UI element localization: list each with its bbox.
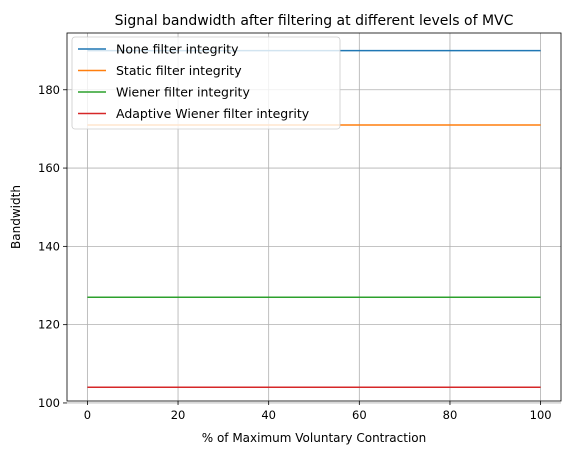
x-tick-label: 40 <box>261 408 276 422</box>
x-tick-label: 20 <box>171 408 186 422</box>
legend-label: Adaptive Wiener filter integrity <box>116 106 310 121</box>
plot-area-frame <box>66 32 562 402</box>
legend-box <box>71 36 341 130</box>
x-tick-label: 0 <box>84 408 91 422</box>
x-tick-label: 80 <box>443 408 458 422</box>
y-axis-label: Bandwidth <box>9 185 23 249</box>
x-tick-label: 60 <box>352 408 367 422</box>
chart-title: Signal bandwidth after filtering at diff… <box>115 13 514 29</box>
y-tick-label: 120 <box>38 318 60 332</box>
x-tick-label: 100 <box>530 408 552 422</box>
y-tick-label: 160 <box>38 161 60 175</box>
legend-label: Wiener filter integrity <box>116 85 250 100</box>
axis-ticks: 0 20 40 60 80 100 100 120 140 160 180 <box>38 83 552 422</box>
legend: None filter integrity Static filter integ… <box>71 36 341 130</box>
y-tick-label: 140 <box>38 239 60 253</box>
x-axis-label: % of Maximum Voluntary Contraction <box>202 431 427 445</box>
y-tick-label: 100 <box>38 396 60 410</box>
legend-label: Static filter integrity <box>116 63 242 78</box>
legend-label: None filter integrity <box>116 42 239 57</box>
y-tick-label: 180 <box>38 83 60 97</box>
